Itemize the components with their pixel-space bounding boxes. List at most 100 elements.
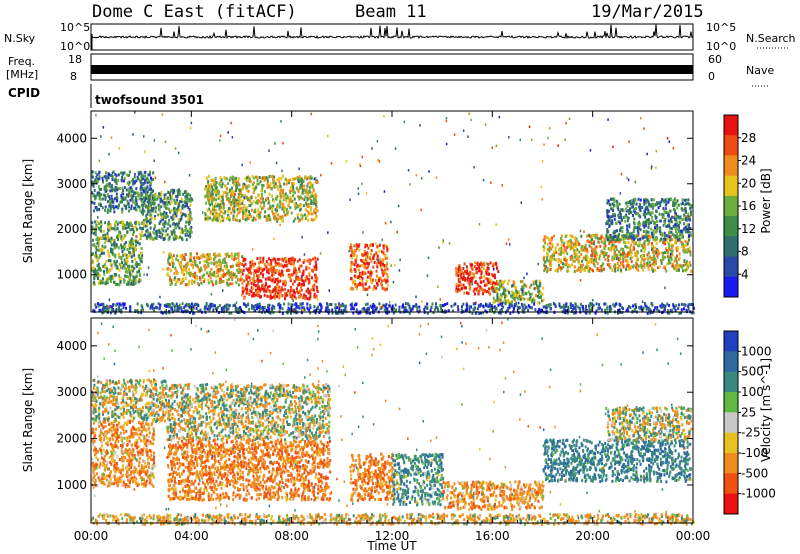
echo-cell <box>205 254 208 258</box>
echo-cell <box>531 299 534 302</box>
echo-cell <box>636 226 639 230</box>
echo-cell <box>665 197 668 201</box>
echo-cell <box>658 212 661 216</box>
echo-cell <box>215 264 218 268</box>
echo-cell <box>144 217 147 221</box>
echo-cell <box>172 222 175 226</box>
echo-cell <box>249 204 252 208</box>
echo-cell <box>270 187 273 191</box>
echo-cell <box>357 244 360 248</box>
echo-cell <box>258 302 261 306</box>
echo-cell <box>144 178 147 182</box>
echo-cell <box>94 272 96 276</box>
echo-cell <box>107 259 110 262</box>
echo-cell <box>265 283 268 287</box>
echo-cell <box>316 290 319 293</box>
echo-cell <box>182 192 185 196</box>
echo-cell <box>123 186 126 190</box>
echo-cell <box>596 262 599 266</box>
echo-cell <box>168 263 171 266</box>
echo-cell <box>113 238 116 242</box>
echo-cell <box>609 235 612 239</box>
echo-cell <box>492 262 495 266</box>
echo-cell <box>174 226 177 229</box>
echo-cell <box>256 200 258 204</box>
echo-cell <box>602 254 605 258</box>
echo-cell <box>217 191 220 195</box>
echo-cell <box>225 187 228 191</box>
echo-cell <box>110 185 113 189</box>
echo-cell <box>525 292 528 295</box>
echo-cell <box>565 262 568 266</box>
echo-cell <box>688 263 691 267</box>
echo-cell <box>635 252 638 256</box>
echo-cell <box>271 212 274 216</box>
echo-cell <box>577 255 580 259</box>
echo-cell <box>681 201 684 205</box>
echo-cell <box>105 178 108 182</box>
echo-cell <box>334 306 337 310</box>
echo-cell <box>109 275 112 279</box>
echo-cell <box>252 181 255 185</box>
echo-cell <box>91 191 94 195</box>
echo-cell <box>111 205 114 209</box>
echo-cell <box>115 199 118 203</box>
echo-cell <box>598 237 601 241</box>
echo-cell <box>609 215 612 219</box>
echo-cell <box>684 262 687 266</box>
echo-cell <box>181 278 184 282</box>
echo-cell <box>193 280 196 284</box>
echo-cell <box>654 230 657 234</box>
echo-cell <box>682 249 685 253</box>
echo-cell <box>224 210 227 214</box>
echo-cell <box>135 274 138 278</box>
echo-cell <box>364 272 367 276</box>
echo-cell <box>617 237 620 241</box>
echo-cell <box>384 254 387 258</box>
echo-cell <box>163 193 166 197</box>
echo-cell <box>170 215 173 219</box>
echo-cell <box>481 262 484 266</box>
echo-cell <box>130 240 133 244</box>
echo-cell <box>652 232 655 236</box>
echo-cell <box>124 206 127 210</box>
echo-cell <box>108 255 111 258</box>
echo-cell <box>258 176 261 179</box>
echo-cell <box>171 256 173 260</box>
echo-cell <box>137 177 140 181</box>
echo-cell <box>115 182 118 185</box>
echo-cell <box>289 259 292 262</box>
echo-cell <box>350 245 353 249</box>
echo-cell <box>120 264 123 268</box>
echo-cell <box>249 279 252 283</box>
echo-cell <box>263 201 266 205</box>
echo-cell <box>100 236 102 240</box>
echo-cell <box>254 196 257 200</box>
echo-cell <box>233 177 236 181</box>
echo-cell <box>118 262 121 266</box>
echo-cell <box>258 261 260 265</box>
echo-cell <box>263 215 266 219</box>
echo-cell <box>198 276 201 280</box>
echo-cell <box>105 171 107 175</box>
echo-cell <box>103 185 106 189</box>
echo-cell <box>142 227 144 231</box>
echo-cell <box>166 203 169 206</box>
echo-cell <box>185 227 188 231</box>
echo-cell <box>180 197 183 201</box>
echo-cell <box>412 305 415 308</box>
echo-cell <box>98 191 101 195</box>
echo-cell <box>212 283 215 287</box>
echo-cell <box>169 193 171 197</box>
echo-cell <box>96 258 99 262</box>
echo-cell <box>269 291 272 295</box>
echo-cell <box>122 254 124 258</box>
echo-cell <box>314 195 317 199</box>
echo-cell <box>676 263 679 267</box>
echo-cell <box>262 273 265 277</box>
echo-cell <box>96 180 99 183</box>
echo-cell <box>281 273 284 277</box>
echo-cell <box>539 295 542 299</box>
echo-cell <box>140 247 143 250</box>
